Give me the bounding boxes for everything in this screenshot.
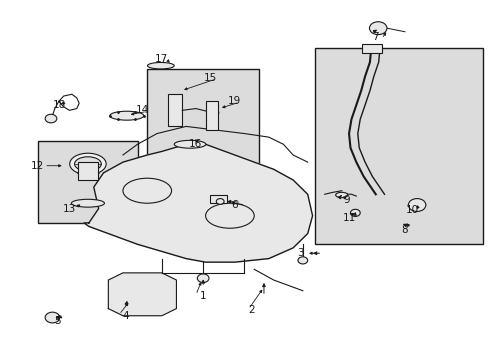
Ellipse shape <box>110 111 143 120</box>
Text: 13: 13 <box>62 203 76 213</box>
Bar <box>167 94 182 126</box>
Text: 19: 19 <box>228 96 241 107</box>
Text: 17: 17 <box>155 54 168 64</box>
Circle shape <box>45 114 57 123</box>
Text: 3: 3 <box>297 248 303 258</box>
Ellipse shape <box>71 199 104 207</box>
Circle shape <box>216 199 224 204</box>
Circle shape <box>369 22 386 35</box>
Circle shape <box>410 201 422 209</box>
Bar <box>314 48 482 244</box>
Text: 4: 4 <box>122 311 128 321</box>
Ellipse shape <box>335 192 347 198</box>
Text: 2: 2 <box>248 305 255 315</box>
Polygon shape <box>84 144 312 262</box>
Circle shape <box>45 312 60 323</box>
Ellipse shape <box>174 140 205 148</box>
Text: 12: 12 <box>31 161 44 171</box>
Text: 6: 6 <box>231 200 238 210</box>
Text: 15: 15 <box>203 73 217 83</box>
Circle shape <box>197 274 208 283</box>
Ellipse shape <box>147 63 174 69</box>
Polygon shape <box>108 273 176 316</box>
Ellipse shape <box>74 157 101 171</box>
Bar <box>362 44 381 53</box>
Text: 14: 14 <box>136 105 149 115</box>
Text: 18: 18 <box>53 100 66 110</box>
Bar <box>210 195 227 203</box>
Text: 9: 9 <box>343 195 349 204</box>
Bar <box>38 141 137 223</box>
Bar <box>205 102 217 130</box>
Text: 7: 7 <box>372 32 378 42</box>
Bar <box>78 162 98 180</box>
Text: 8: 8 <box>401 225 407 235</box>
Ellipse shape <box>70 153 106 175</box>
Circle shape <box>206 109 218 117</box>
Ellipse shape <box>122 178 171 203</box>
Text: 10: 10 <box>405 205 418 215</box>
Text: 5: 5 <box>54 316 61 326</box>
Circle shape <box>350 209 360 216</box>
Circle shape <box>297 257 307 264</box>
Text: 16: 16 <box>189 139 202 149</box>
Bar <box>147 69 259 169</box>
Text: 11: 11 <box>342 212 355 222</box>
Ellipse shape <box>205 203 254 228</box>
Circle shape <box>407 199 425 211</box>
Text: 1: 1 <box>200 291 206 301</box>
